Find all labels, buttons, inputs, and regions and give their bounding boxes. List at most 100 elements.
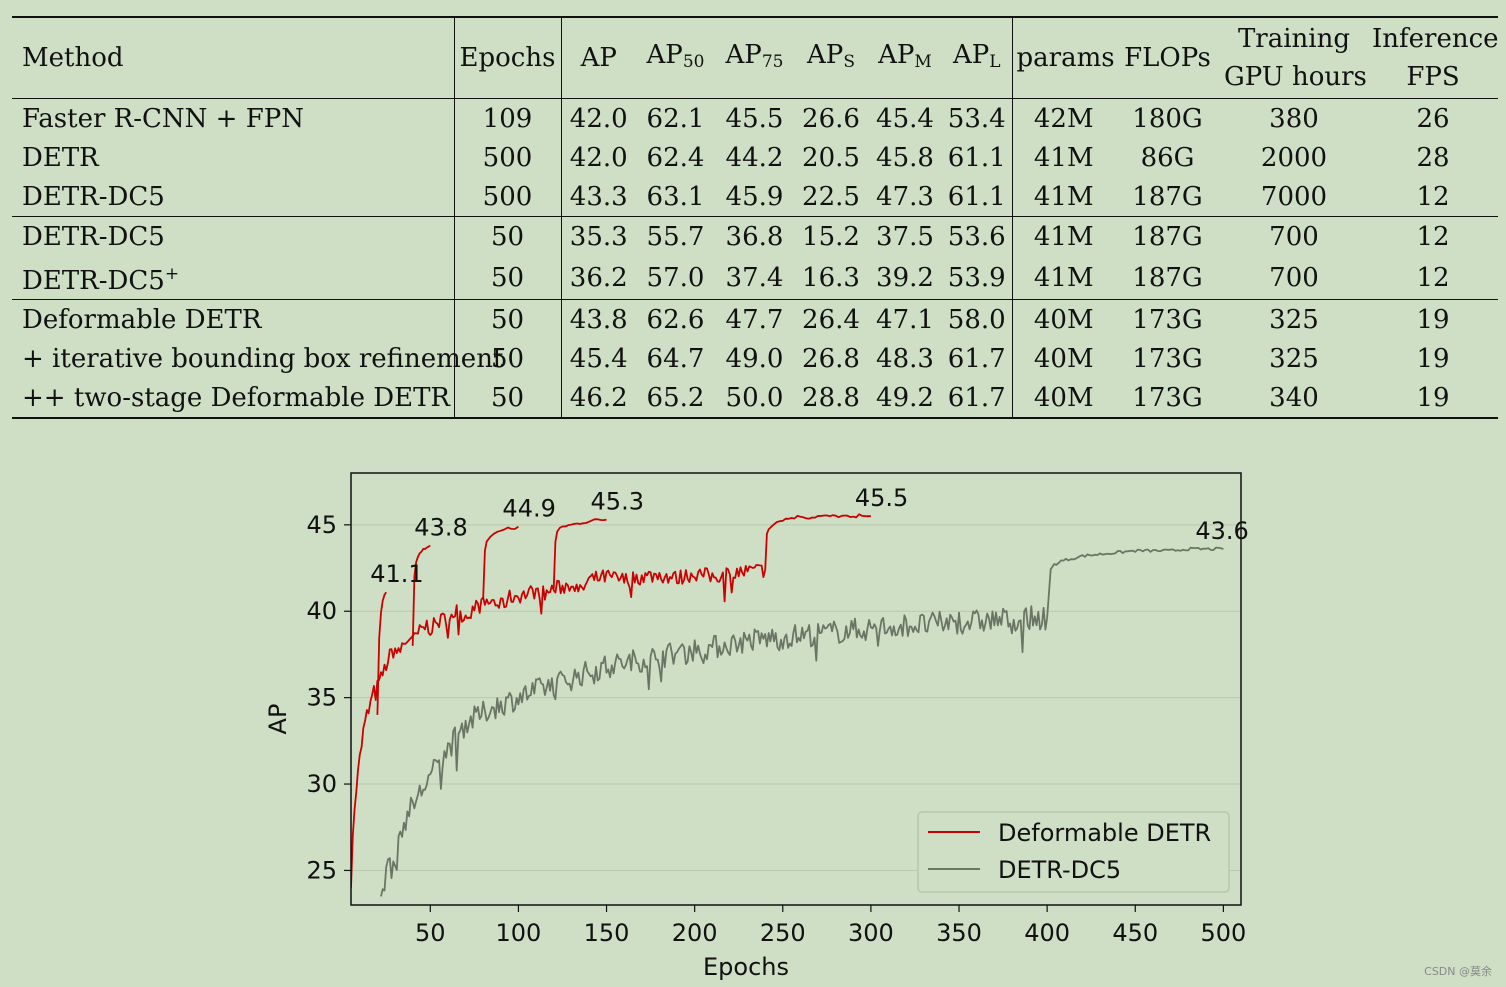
cell-apm: 37.5 <box>868 216 942 256</box>
plot-frame <box>350 472 1242 906</box>
series-line-deformable-detr <box>552 518 607 589</box>
cell-aps: 26.4 <box>794 299 868 339</box>
y-axis-label: AP <box>264 704 292 735</box>
x-tick-label: 100 <box>496 919 542 947</box>
y-tick-label: 40 <box>306 597 337 625</box>
ap-vs-epochs-chart: 41.1 43.8 44.9 45.3 45.5 43.6 50 100 150 200 250 30… <box>264 472 1249 981</box>
cell-gpu-hours: 340 <box>1220 378 1368 419</box>
header-apl: APL <box>942 16 1012 99</box>
cell-method: ++ two-stage Deformable DETR <box>12 378 454 419</box>
data-label: 45.3 <box>591 488 644 516</box>
legend-label: Deformable DETR <box>998 819 1211 847</box>
cell-fps: 19 <box>1416 343 1450 374</box>
cell-apl: 61.1 <box>947 142 1006 173</box>
cell-ap75: 45.9 <box>725 181 784 212</box>
cell-apm: 48.3 <box>876 343 934 374</box>
cell-epochs: 50 <box>453 299 561 339</box>
cell-flops: 173G <box>1115 299 1220 339</box>
cell-apl: 61.7 <box>942 378 1012 419</box>
y-tick-label: 45 <box>306 511 337 539</box>
cell-gpu-hours: 325 <box>1220 299 1368 339</box>
table-row: ++ two-stage Deformable DETR 50 46.2 65.2 50… <box>12 378 1498 419</box>
y-tick-label: 25 <box>306 856 337 884</box>
cell-ap: 42.0 <box>560 138 636 177</box>
cell-method: DETR-DC5 <box>12 216 454 256</box>
cell-params: 41M <box>1011 256 1115 300</box>
cell-gpu-hours: 380 <box>1269 103 1319 134</box>
cell-apl: 58.0 <box>942 299 1012 339</box>
cell-epochs: 50 <box>453 378 561 419</box>
table-header-row: Method Epochs AP AP50 AP75 APS APM APL p… <box>12 16 1499 99</box>
table-row: DETR-DC5 500 43.3 63.1 45.9 22.5 47.3 61.1 41M 18… <box>12 177 1498 217</box>
cell-ap75: 44.2 <box>725 142 784 173</box>
cell-params: 40M <box>1011 378 1115 419</box>
cell-params: 41M <box>1011 138 1115 177</box>
series-line-deformable-detr <box>411 544 431 646</box>
x-tick-label: 450 <box>1112 919 1158 947</box>
header-method: Method <box>12 16 454 99</box>
cell-method: Deformable DETR <box>12 299 454 339</box>
cell-params: 40M <box>1011 339 1115 378</box>
cell-apl: 61.7 <box>947 343 1006 374</box>
cell-aps: 20.5 <box>802 142 860 173</box>
cell-flops: 180G <box>1132 103 1203 134</box>
header-inference: Inference FPS <box>1368 16 1499 99</box>
legend-box <box>917 811 1230 893</box>
cell-ap75: 50.0 <box>715 378 794 419</box>
cell-apm: 45.8 <box>876 142 934 173</box>
y-tick-label: 35 <box>306 684 337 712</box>
header-flops: FLOPs <box>1115 16 1220 99</box>
cell-apm: 39.2 <box>876 262 934 293</box>
cell-gpu-hours: 7000 <box>1260 181 1328 212</box>
cell-ap50: 64.7 <box>646 343 705 374</box>
cell-ap: 35.3 <box>560 216 636 256</box>
header-params: params <box>1011 16 1115 99</box>
table-row: + iterative bounding box refinement 50 45.… <box>12 339 1498 378</box>
cell-apl: 53.9 <box>947 262 1006 293</box>
header-apm: APM <box>868 16 942 99</box>
table-row: DETR-DC5+ 50 36.2 57.0 37.4 16.3 39.2 53.9 41M 18… <box>12 256 1498 300</box>
cell-apm: 47.1 <box>868 299 942 339</box>
cell-gpu-hours: 700 <box>1220 216 1368 256</box>
series-line-deformable-detr <box>351 564 767 888</box>
table-row: DETR 500 42.0 62.4 44.2 20.5 45.8 61.1 41M 86G 200… <box>12 138 1498 177</box>
header-training: Training GPU hours <box>1220 16 1368 99</box>
results-table: Method Epochs AP AP50 AP75 APS APM APL p… <box>12 16 1499 419</box>
cell-gpu-hours: 700 <box>1269 262 1319 293</box>
cell-epochs: 50 <box>453 339 561 378</box>
x-tick-label: 300 <box>848 919 894 947</box>
data-label: 45.5 <box>855 484 908 512</box>
x-tick-label: 250 <box>760 919 806 947</box>
x-tick-label: 150 <box>584 919 630 947</box>
cell-ap: 46.2 <box>560 378 636 419</box>
cell-fps: 19 <box>1368 299 1498 339</box>
x-tick-label: 350 <box>936 919 982 947</box>
header-epochs: Epochs <box>453 16 561 99</box>
cell-ap: 36.2 <box>560 256 636 300</box>
data-label: 43.6 <box>1195 517 1248 545</box>
cell-apm: 49.2 <box>868 378 942 419</box>
cell-method: DETR-DC5+ <box>22 264 180 296</box>
cell-ap50: 63.1 <box>646 181 705 212</box>
cell-ap: 43.3 <box>560 177 636 217</box>
cell-flops: 173G <box>1132 343 1203 374</box>
cell-aps: 28.8 <box>794 378 868 419</box>
legend-label: DETR-DC5 <box>998 856 1121 884</box>
cell-epochs: 50 <box>453 256 561 300</box>
cell-fps: 12 <box>1368 216 1498 256</box>
data-label: 44.9 <box>502 495 555 523</box>
cell-ap75: 36.8 <box>715 216 794 256</box>
cell-params: 40M <box>1011 299 1115 339</box>
header-ap50: AP50 <box>636 16 715 99</box>
cell-apl: 53.6 <box>942 216 1012 256</box>
cell-method: DETR <box>22 142 99 173</box>
cell-ap50: 62.4 <box>646 142 705 173</box>
cell-ap50: 55.7 <box>636 216 715 256</box>
cell-epochs: 50 <box>453 216 561 256</box>
data-label: 41.1 <box>370 560 423 588</box>
cell-aps: 26.6 <box>802 103 860 134</box>
table-row: Faster R-CNN + FPN 109 42.0 62.1 45.5 26.6 45.… <box>12 98 1498 138</box>
table-row: DETR-DC5 50 35.3 55.7 36.8 15.2 37.5 53.6 41M 187… <box>12 216 1498 256</box>
cell-fps: 26 <box>1416 103 1450 134</box>
cell-gpu-hours: 2000 <box>1260 142 1328 173</box>
